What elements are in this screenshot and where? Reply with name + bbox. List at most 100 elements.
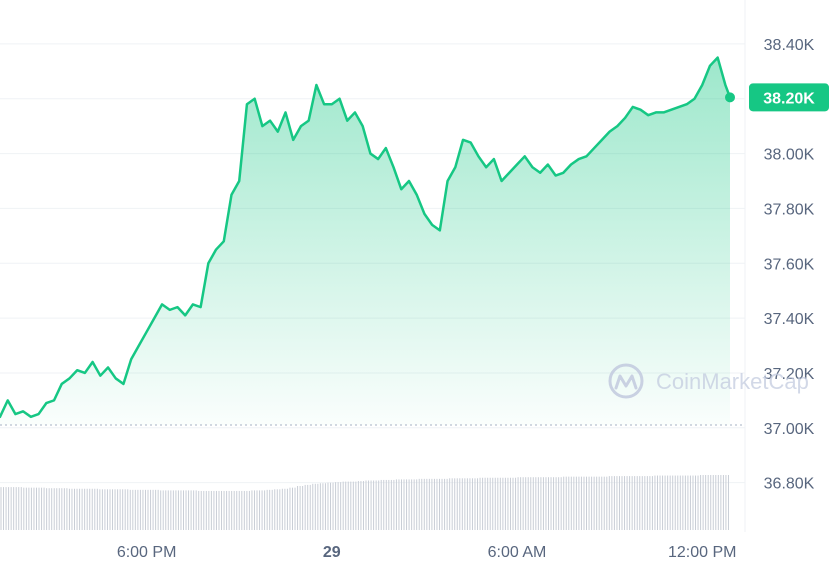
volume-bar [520, 477, 522, 530]
volume-bar [215, 490, 217, 530]
volume-bar [603, 476, 605, 530]
volume-bar [119, 489, 121, 530]
volume-bar [319, 483, 321, 530]
volume-bar [218, 490, 220, 530]
volume-bar [380, 479, 382, 530]
volume-bar [281, 488, 283, 530]
volume-bar [598, 476, 600, 530]
volume-bar [180, 490, 182, 530]
volume-bar [682, 475, 684, 530]
volume-bar [400, 479, 402, 530]
volume-bar [586, 476, 588, 530]
volume-bar [238, 490, 240, 530]
volume-bar [449, 478, 451, 530]
volume-bar [30, 487, 32, 530]
volume-bar [542, 477, 544, 530]
volume-bar [651, 476, 653, 530]
volume-bar [150, 489, 152, 530]
volume-bar [8, 487, 10, 530]
volume-bar [489, 477, 491, 530]
volume-bar [317, 483, 319, 530]
volume-bar [370, 480, 372, 530]
volume-bar [76, 488, 78, 530]
volume-bar [710, 475, 712, 530]
volume-bar [66, 488, 68, 530]
volume-bar [522, 477, 524, 530]
volume-bar [608, 476, 610, 530]
watermark: CoinMarketCap [608, 363, 809, 399]
volume-bar [441, 478, 443, 530]
volume-bar [558, 477, 560, 530]
volume-bar [616, 476, 618, 530]
volume-bar [264, 490, 266, 530]
volume-bar [575, 476, 577, 530]
price-line[interactable] [0, 56, 732, 419]
volume-bar [725, 475, 727, 530]
volume-bar [53, 488, 55, 530]
volume-bar [636, 476, 638, 530]
volume-bar [291, 487, 293, 530]
volume-bar [426, 478, 428, 530]
current-price-dot [725, 92, 735, 103]
volume-bar [109, 489, 111, 530]
volume-bar [482, 477, 484, 530]
volume-bar [497, 477, 499, 530]
volume-bar [81, 488, 83, 530]
volume-bar [314, 483, 316, 530]
volume-bar [573, 476, 575, 530]
volume-bar [717, 475, 719, 530]
y-tick-label: 37.20K [764, 366, 815, 383]
volume-bar [175, 490, 177, 530]
price-area-fill [0, 57, 730, 426]
volume-bar [672, 475, 674, 530]
volume-bar [177, 490, 179, 530]
volume-bar [147, 489, 149, 530]
volume-bar [261, 490, 263, 530]
volume-bar [322, 483, 324, 530]
volume-bar [134, 489, 136, 530]
volume-bar [157, 489, 159, 530]
volume-bar [398, 479, 400, 530]
volume-bar [469, 478, 471, 530]
volume-bar [416, 479, 418, 530]
volume-bar [302, 486, 304, 530]
volume-bar [431, 478, 433, 530]
volume-bar [535, 477, 537, 530]
volume-bar [446, 478, 448, 530]
price-line-group[interactable] [0, 56, 735, 419]
volume-bar [183, 490, 184, 530]
volume-bar [231, 490, 233, 530]
volume-bar [51, 488, 53, 530]
volume-bar [122, 489, 124, 530]
volume-bar [667, 475, 669, 530]
current-price-badge: 38.20K [749, 83, 829, 112]
volume-bar [629, 476, 631, 530]
volume-bar [474, 478, 476, 530]
volume-bar [355, 481, 357, 530]
volume-bar [251, 490, 253, 530]
volume-bar [309, 484, 311, 530]
volume-bar [383, 479, 385, 530]
volume-bar [307, 484, 309, 530]
price-area [0, 57, 730, 426]
volume-bar [284, 488, 286, 530]
volume-bar [656, 475, 658, 530]
volume-bar [357, 481, 359, 530]
volume-bar [591, 476, 593, 530]
volume-bar [451, 478, 453, 530]
volume-bar [63, 488, 65, 530]
volume-bar [347, 481, 349, 530]
volume-bar [274, 489, 276, 530]
volume-bar [362, 481, 364, 530]
volume-bar [48, 488, 50, 530]
volume-bar [3, 487, 5, 530]
volume-bar [593, 476, 595, 530]
volume-bar [499, 477, 501, 530]
volume-bar [368, 480, 370, 530]
volume-bar [436, 478, 438, 530]
volume-bar [165, 490, 167, 530]
volume-bar [106, 489, 108, 530]
volume-bar [707, 475, 709, 530]
volume-bar [560, 477, 562, 530]
